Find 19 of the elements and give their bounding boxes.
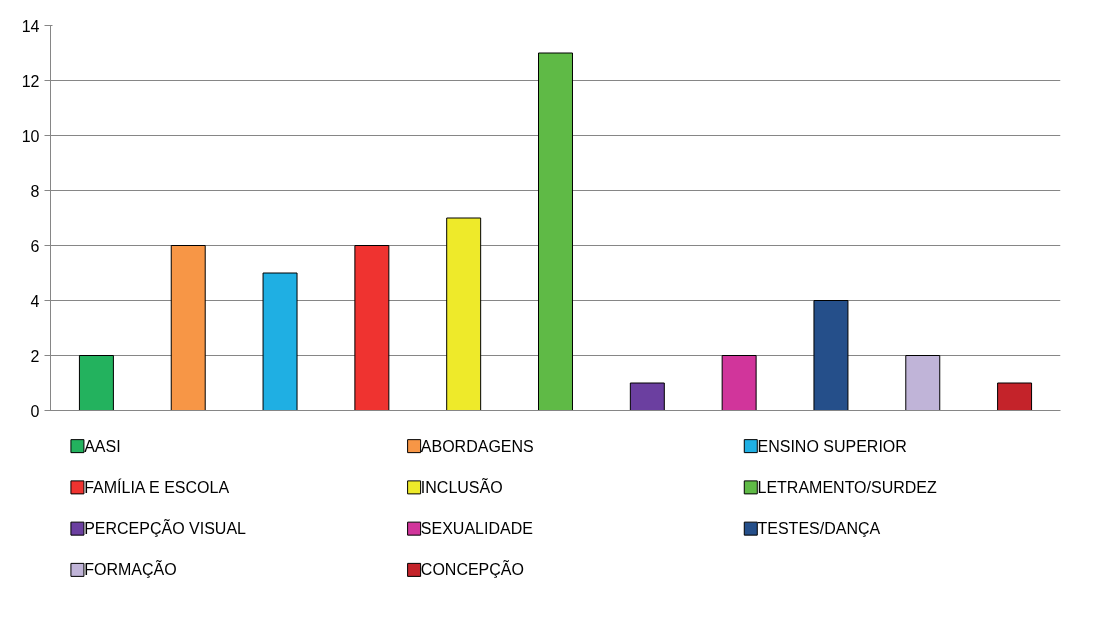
legend-label: FAMÍLIA E ESCOLA: [84, 477, 230, 496]
legend-label: FORMAÇÃO: [84, 559, 177, 579]
y-tick-label: 0: [30, 402, 40, 420]
y-tick-label: 8: [30, 182, 40, 200]
legend-label: TESTES/DANÇA: [757, 520, 881, 538]
legend-label: SEXUALIDADE: [420, 520, 533, 538]
y-tick-label: 12: [21, 72, 40, 90]
legend-label: CONCEPÇÃO: [420, 559, 524, 579]
y-tick-label: 10: [21, 127, 40, 145]
legend-label: ABORDAGENS: [420, 437, 534, 455]
legend-label: ENSINO SUPERIOR: [757, 437, 907, 455]
legend-label: INCLUSÃO: [420, 476, 503, 496]
legend-label: LETRAMENTO/SURDEZ: [757, 478, 938, 496]
y-tick-label: 14: [21, 17, 40, 35]
y-tick-label: 2: [30, 347, 40, 365]
y-tick-label: 6: [30, 237, 40, 255]
y-tick-label: 4: [30, 292, 40, 310]
legend-label: AASI: [84, 437, 121, 455]
legend-label: PERCEPÇÃO VISUAL: [84, 518, 247, 538]
